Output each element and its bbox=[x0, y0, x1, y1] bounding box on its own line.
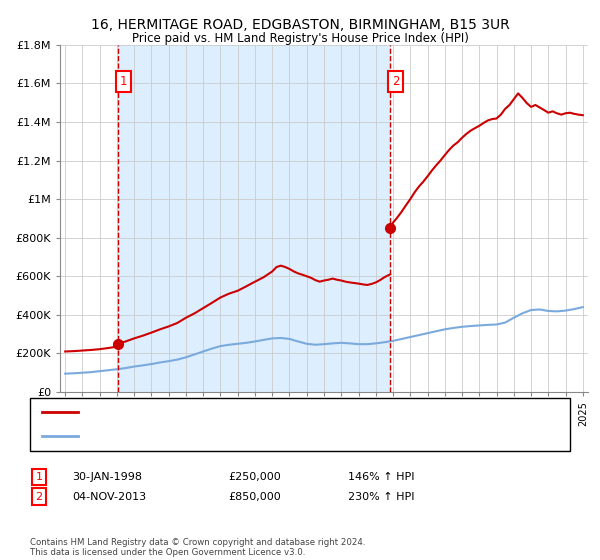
Text: £250,000: £250,000 bbox=[228, 472, 281, 482]
Bar bbox=[118, 45, 390, 392]
Text: 16, HERMITAGE ROAD, EDGBASTON, BIRMINGHAM, B15 3UR: 16, HERMITAGE ROAD, EDGBASTON, BIRMINGHA… bbox=[91, 18, 509, 32]
Text: HPI: Average price, detached house, Birmingham: HPI: Average price, detached house, Birm… bbox=[87, 431, 344, 441]
Text: 1: 1 bbox=[35, 472, 43, 482]
Text: 146% ↑ HPI: 146% ↑ HPI bbox=[348, 472, 415, 482]
Text: 30-JAN-1998: 30-JAN-1998 bbox=[72, 472, 142, 482]
Text: 16, HERMITAGE ROAD, EDGBASTON, BIRMINGHAM, B15 3UR (detached house): 16, HERMITAGE ROAD, EDGBASTON, BIRMINGHA… bbox=[87, 408, 495, 418]
Text: 1: 1 bbox=[120, 74, 127, 88]
Text: Contains HM Land Registry data © Crown copyright and database right 2024.
This d: Contains HM Land Registry data © Crown c… bbox=[30, 538, 365, 557]
Text: 230% ↑ HPI: 230% ↑ HPI bbox=[348, 492, 415, 502]
Text: 2: 2 bbox=[35, 492, 43, 502]
Text: 2: 2 bbox=[392, 74, 399, 88]
Text: £850,000: £850,000 bbox=[228, 492, 281, 502]
Text: Price paid vs. HM Land Registry's House Price Index (HPI): Price paid vs. HM Land Registry's House … bbox=[131, 31, 469, 45]
Text: 04-NOV-2013: 04-NOV-2013 bbox=[72, 492, 146, 502]
